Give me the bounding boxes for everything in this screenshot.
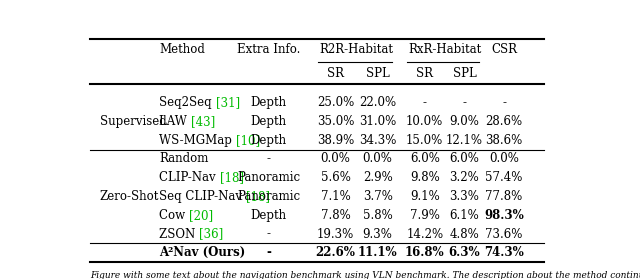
Text: 14.2%: 14.2% [406,228,444,240]
Text: Seq2Seq: Seq2Seq [159,96,216,109]
Text: WS-MGMap: WS-MGMap [159,134,236,147]
Text: Depth: Depth [250,96,287,109]
Text: [18]: [18] [220,171,244,184]
Text: [36]: [36] [200,228,223,240]
Text: 74.3%: 74.3% [484,246,524,259]
Text: 3.3%: 3.3% [449,190,479,203]
Text: 9.0%: 9.0% [449,115,479,128]
Text: Cow: Cow [159,209,189,222]
Text: [20]: [20] [189,209,213,222]
Text: 77.8%: 77.8% [486,190,523,203]
Text: RxR-Habitat: RxR-Habitat [408,43,481,56]
Text: Depth: Depth [250,115,287,128]
Text: 4.8%: 4.8% [449,228,479,240]
Text: -: - [266,246,271,259]
Text: Depth: Depth [250,134,287,147]
Text: SR: SR [416,67,433,80]
Text: 7.8%: 7.8% [321,209,350,222]
Text: [43]: [43] [191,115,215,128]
Text: 38.9%: 38.9% [317,134,354,147]
Text: Extra Info.: Extra Info. [237,43,300,56]
Text: 5.6%: 5.6% [321,171,350,184]
Text: 38.6%: 38.6% [486,134,523,147]
Text: ZSON: ZSON [159,228,200,240]
Text: -: - [422,96,427,109]
Text: -: - [502,96,506,109]
Text: 19.3%: 19.3% [317,228,354,240]
Text: 7.1%: 7.1% [321,190,350,203]
Text: 12.1%: 12.1% [446,134,483,147]
Text: 0.0%: 0.0% [363,152,392,165]
Text: Random: Random [159,152,209,165]
Text: 35.0%: 35.0% [317,115,354,128]
Text: 10.0%: 10.0% [406,115,444,128]
Text: Panoramic: Panoramic [237,171,300,184]
Text: 9.3%: 9.3% [363,228,392,240]
Text: 6.1%: 6.1% [449,209,479,222]
Text: Zero-Shot: Zero-Shot [100,190,159,203]
Text: 0.0%: 0.0% [489,152,519,165]
Text: 34.3%: 34.3% [359,134,396,147]
Text: Method: Method [159,43,205,56]
Text: 3.7%: 3.7% [363,190,392,203]
Text: 98.3%: 98.3% [484,209,524,222]
Text: 6.0%: 6.0% [449,152,479,165]
Text: 73.6%: 73.6% [485,228,523,240]
Text: CSR: CSR [491,43,517,56]
Text: Figure with some text about the navigation benchmark using VLN benchmark. The de: Figure with some text about the navigati… [90,271,640,279]
Text: LAW: LAW [159,115,191,128]
Text: 0.0%: 0.0% [321,152,350,165]
Text: 2.9%: 2.9% [363,171,392,184]
Text: Panoramic: Panoramic [237,190,300,203]
Text: 5.8%: 5.8% [363,209,392,222]
Text: SR: SR [327,67,344,80]
Text: 16.8%: 16.8% [405,246,445,259]
Text: 22.6%: 22.6% [316,246,355,259]
Text: 6.3%: 6.3% [449,246,480,259]
Text: Depth: Depth [250,209,287,222]
Text: A²Nav (Ours): A²Nav (Ours) [159,246,246,259]
Text: 11.1%: 11.1% [358,246,397,259]
Text: -: - [266,228,271,240]
Text: 31.0%: 31.0% [359,115,396,128]
Text: -: - [463,96,467,109]
Text: Seq CLIP-Nav: Seq CLIP-Nav [159,190,246,203]
Text: [10]: [10] [236,134,260,147]
Text: 6.0%: 6.0% [410,152,440,165]
Text: 22.0%: 22.0% [359,96,396,109]
Text: SPL: SPL [452,67,476,80]
Text: [18]: [18] [246,190,270,203]
Text: 28.6%: 28.6% [486,115,523,128]
Text: 9.8%: 9.8% [410,171,440,184]
Text: R2R-Habitat: R2R-Habitat [319,43,394,56]
Text: CLIP-Nav: CLIP-Nav [159,171,220,184]
Text: [31]: [31] [216,96,240,109]
Text: 7.9%: 7.9% [410,209,440,222]
Text: Supervised: Supervised [100,115,166,128]
Text: 3.2%: 3.2% [449,171,479,184]
Text: SPL: SPL [365,67,390,80]
Text: 57.4%: 57.4% [485,171,523,184]
Text: 9.1%: 9.1% [410,190,440,203]
Text: 15.0%: 15.0% [406,134,444,147]
Text: -: - [266,152,271,165]
Text: 25.0%: 25.0% [317,96,354,109]
